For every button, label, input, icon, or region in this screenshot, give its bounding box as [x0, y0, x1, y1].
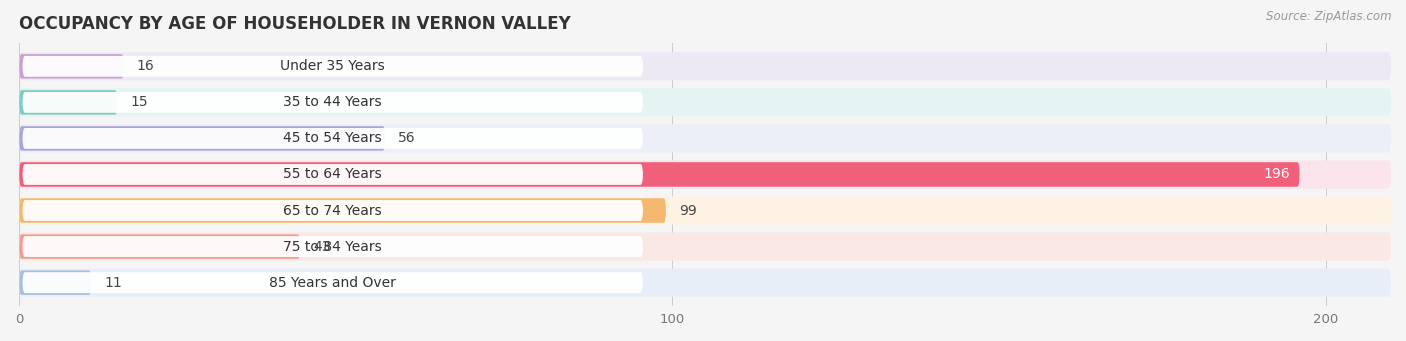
Text: 43: 43 — [314, 240, 330, 254]
FancyBboxPatch shape — [20, 54, 124, 78]
FancyBboxPatch shape — [20, 234, 299, 259]
Text: 15: 15 — [131, 95, 148, 109]
FancyBboxPatch shape — [20, 90, 117, 115]
FancyBboxPatch shape — [20, 198, 666, 223]
FancyBboxPatch shape — [22, 200, 643, 221]
Text: 35 to 44 Years: 35 to 44 Years — [284, 95, 382, 109]
FancyBboxPatch shape — [20, 233, 1391, 261]
Text: 11: 11 — [104, 276, 122, 290]
FancyBboxPatch shape — [20, 270, 91, 295]
Text: Source: ZipAtlas.com: Source: ZipAtlas.com — [1267, 10, 1392, 23]
FancyBboxPatch shape — [20, 160, 1391, 189]
FancyBboxPatch shape — [22, 92, 643, 113]
FancyBboxPatch shape — [20, 126, 385, 151]
FancyBboxPatch shape — [20, 162, 1299, 187]
FancyBboxPatch shape — [20, 124, 1391, 152]
FancyBboxPatch shape — [22, 164, 643, 185]
Text: 16: 16 — [136, 59, 155, 73]
FancyBboxPatch shape — [20, 269, 1391, 297]
FancyBboxPatch shape — [22, 56, 643, 77]
Text: 196: 196 — [1263, 167, 1289, 181]
Text: 65 to 74 Years: 65 to 74 Years — [284, 204, 382, 218]
FancyBboxPatch shape — [22, 272, 643, 293]
Text: 99: 99 — [679, 204, 697, 218]
Text: OCCUPANCY BY AGE OF HOUSEHOLDER IN VERNON VALLEY: OCCUPANCY BY AGE OF HOUSEHOLDER IN VERNO… — [20, 15, 571, 33]
Text: 56: 56 — [398, 131, 416, 145]
FancyBboxPatch shape — [22, 236, 643, 257]
Text: 85 Years and Over: 85 Years and Over — [270, 276, 396, 290]
Text: Under 35 Years: Under 35 Years — [280, 59, 385, 73]
Text: 45 to 54 Years: 45 to 54 Years — [284, 131, 382, 145]
FancyBboxPatch shape — [20, 88, 1391, 116]
FancyBboxPatch shape — [20, 196, 1391, 225]
Text: 75 to 84 Years: 75 to 84 Years — [284, 240, 382, 254]
Text: 55 to 64 Years: 55 to 64 Years — [284, 167, 382, 181]
FancyBboxPatch shape — [20, 52, 1391, 80]
FancyBboxPatch shape — [22, 128, 643, 149]
